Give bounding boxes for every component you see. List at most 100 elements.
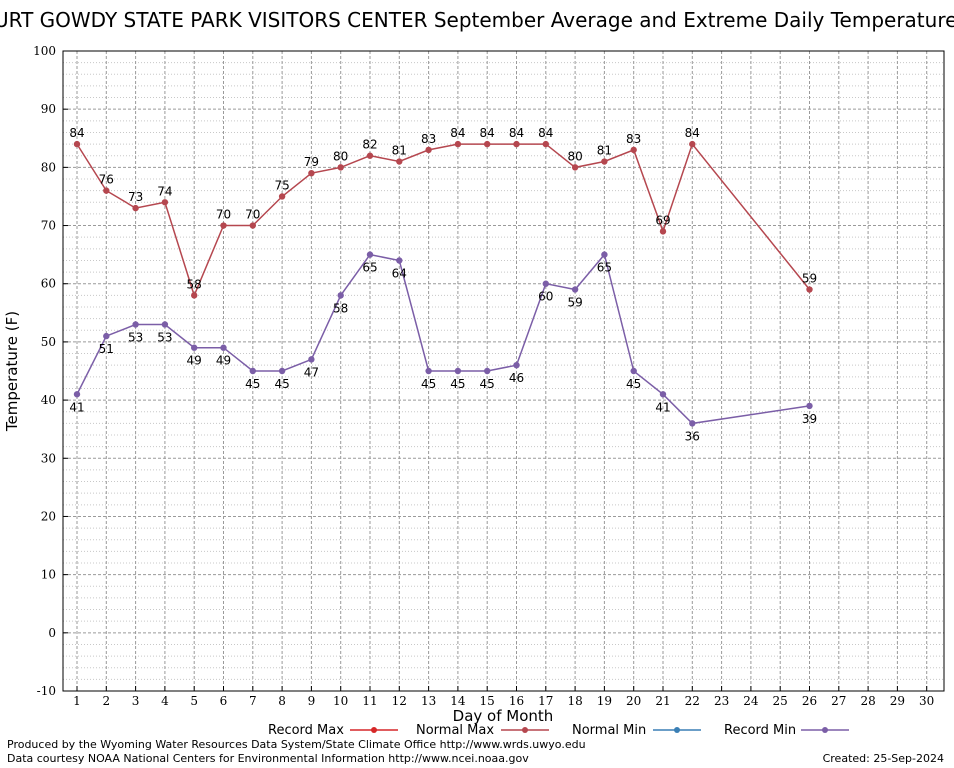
data-label-record-min: 46	[509, 371, 524, 385]
y-axis-ticks: -10 0 10 20 30 40 50 60 70 80 90 100	[33, 44, 68, 698]
data-point-normal-max	[513, 140, 520, 148]
data-point-record-min	[249, 367, 256, 375]
data-point-normal-max	[132, 204, 139, 212]
x-tick-label: 9	[308, 694, 316, 708]
data-point-normal-max	[308, 169, 315, 177]
x-tick-label: 7	[249, 694, 257, 708]
data-label-normal-max: 58	[187, 277, 202, 291]
data-point-normal-max	[249, 222, 256, 229]
data-point-record-min	[571, 286, 579, 293]
grid	[63, 50, 944, 692]
data-point-record-min	[425, 367, 432, 375]
data-label-normal-max: 59	[802, 272, 817, 286]
data-label-record-min: 49	[216, 354, 231, 368]
x-tick-label: 16	[509, 694, 524, 708]
data-label-normal-max: 75	[274, 178, 289, 192]
data-point-record-min	[161, 321, 169, 328]
x-tick-label: 25	[773, 694, 788, 708]
data-label-normal-max: 83	[626, 132, 641, 146]
data-point-record-min	[73, 391, 81, 398]
footer-produced-by: Produced by the Wyoming Water Resources …	[7, 738, 586, 751]
series-layer: 84 76 73 74 58 70 70 75 79 80 82 81 83 84 84 84 84 80 81 83…	[69, 126, 817, 443]
x-tick-label: 17	[538, 694, 553, 708]
legend-label-record-max: Record Max	[268, 723, 344, 738]
data-point-record-min	[689, 420, 696, 427]
y-tick-label: 100	[33, 44, 56, 58]
data-label-record-min: 64	[392, 266, 407, 280]
plot-frame	[62, 50, 945, 692]
data-point-normal-max	[601, 158, 608, 165]
data-point-normal-max	[659, 228, 667, 235]
data-label-normal-max: 83	[421, 132, 436, 146]
data-label-record-min: 49	[187, 354, 202, 368]
data-point-normal-max	[103, 187, 110, 194]
data-point-normal-max	[220, 222, 227, 229]
data-point-record-min	[513, 361, 520, 369]
data-point-record-min	[659, 391, 667, 398]
x-tick-label: 30	[919, 694, 934, 708]
data-point-normal-max	[630, 146, 637, 154]
legend-label-normal-min: Normal Min	[572, 723, 646, 738]
x-tick-label: 29	[890, 694, 905, 708]
y-tick-label: 70	[41, 219, 56, 233]
y-tick-label: 20	[41, 509, 56, 523]
data-point-normal-max	[484, 140, 491, 148]
data-point-normal-max	[806, 286, 813, 293]
data-label-normal-max: 81	[392, 144, 407, 158]
data-label-normal-max: 69	[655, 213, 670, 227]
data-label-record-min: 53	[128, 330, 143, 344]
y-tick-label: 10	[41, 568, 56, 582]
data-point-normal-max	[191, 292, 198, 299]
data-label-normal-max: 70	[216, 208, 231, 222]
data-label-record-min: 45	[450, 377, 465, 391]
data-point-record-min	[337, 292, 344, 299]
x-tick-label: 15	[480, 694, 495, 708]
y-axis-label: Temperature (F)	[3, 311, 21, 432]
data-point-record-min	[396, 257, 403, 264]
data-label-record-min: 47	[304, 365, 319, 379]
y-tick-label: 90	[41, 102, 56, 116]
data-point-normal-max	[396, 158, 403, 165]
x-tick-label: 24	[743, 694, 759, 708]
data-label-record-min: 65	[597, 261, 612, 275]
x-tick-label: 27	[831, 694, 846, 708]
data-label-normal-max: 82	[362, 138, 377, 152]
data-label-normal-max: 84	[538, 126, 553, 140]
data-point-record-min	[278, 367, 286, 375]
x-tick-label: 13	[421, 694, 436, 708]
data-label-record-min: 41	[69, 400, 84, 414]
x-axis-ticks: 1 2 3 4 5 6 7 8 9 10 11 12 13 14 15 16 17 18 19 20 21 22 23 24 2…	[73, 686, 934, 708]
y-tick-label: -10	[37, 684, 56, 698]
data-label-normal-max: 84	[685, 126, 700, 140]
y-tick-label: 50	[41, 335, 56, 349]
data-point-normal-max	[161, 199, 169, 206]
data-label-normal-max: 80	[567, 149, 582, 163]
data-point-record-min	[308, 356, 315, 363]
series-normal-max: 84 76 73 74 58 70 70 75 79 80 82 81 83 84 84 84 84 80 81 83…	[69, 126, 817, 299]
x-tick-label: 23	[714, 694, 729, 708]
data-label-normal-max: 81	[597, 144, 612, 158]
x-tick-label: 2	[102, 694, 110, 708]
data-point-normal-max	[366, 152, 374, 159]
data-point-record-min	[191, 344, 198, 351]
legend: Record Max Normal Max Normal Min Record …	[268, 723, 849, 738]
y-tick-label: 40	[41, 393, 56, 407]
x-tick-label: 21	[655, 694, 670, 708]
data-label-record-min: 58	[333, 301, 348, 315]
data-label-normal-max: 76	[99, 173, 114, 187]
data-point-normal-max	[571, 164, 579, 171]
data-label-record-min: 45	[245, 377, 260, 391]
x-tick-label: 3	[132, 694, 140, 708]
x-tick-label: 12	[392, 694, 407, 708]
data-label-record-min: 53	[157, 330, 172, 344]
legend-marker-record-min	[822, 727, 828, 733]
data-label-record-min: 51	[99, 342, 114, 356]
x-tick-label: 14	[450, 694, 466, 708]
x-tick-label: 28	[860, 694, 875, 708]
x-tick-label: 20	[626, 694, 641, 708]
x-tick-label: 4	[161, 694, 169, 708]
footer-created: Created: 25-Sep-2024	[823, 752, 944, 765]
legend-marker-normal-max	[522, 727, 528, 733]
data-point-record-min	[542, 280, 549, 287]
chart-title: URT GOWDY STATE PARK VISITORS CENTER Sep…	[0, 8, 954, 32]
